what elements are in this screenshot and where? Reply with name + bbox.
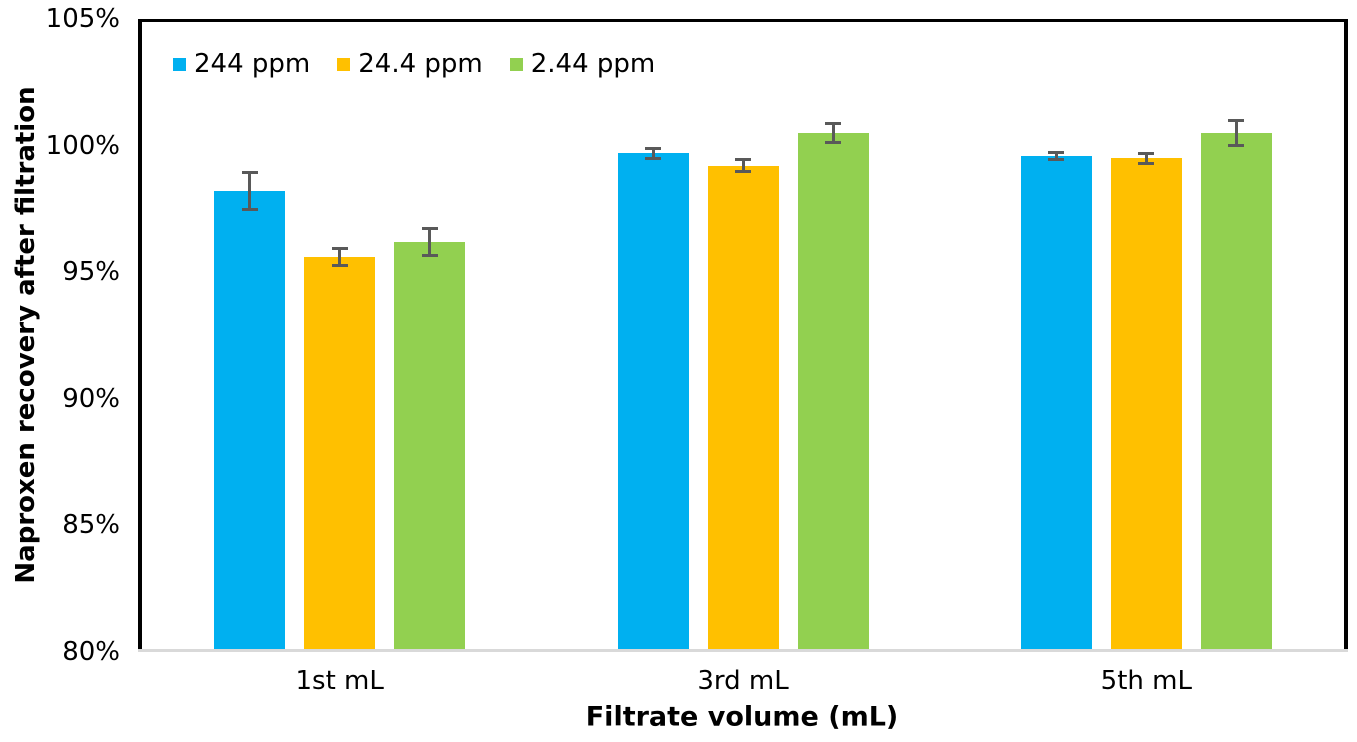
error-bar-cap xyxy=(421,254,438,257)
bar-2.44-ppm-3rd-ml xyxy=(797,132,869,652)
y-axis-tick-label: 85% xyxy=(62,510,120,541)
legend-swatch-icon xyxy=(173,57,186,71)
legend-item: 244 ppm xyxy=(173,49,310,79)
error-bar-cap xyxy=(1048,150,1065,154)
legend: 244 ppm 24.4 ppm 2.44 ppm xyxy=(173,49,655,79)
x-axis-tick-label: 1st mL xyxy=(295,666,384,696)
legend-swatch-icon xyxy=(337,57,351,71)
bar-2.44-ppm-5th-ml xyxy=(1200,132,1272,652)
x-axis-title: Filtrate volume (mL) xyxy=(585,701,899,733)
bar-24.4-ppm-3rd-ml xyxy=(707,165,779,652)
error-bar xyxy=(338,246,342,268)
error-bar-cap xyxy=(331,264,348,268)
y-axis-title: Naproxen recovery after filtration xyxy=(11,86,41,584)
error-bar-cap xyxy=(241,170,258,174)
error-bar xyxy=(428,226,432,257)
plot-border-top xyxy=(138,19,1348,22)
error-bar xyxy=(831,121,835,145)
plot-area xyxy=(138,19,1348,652)
error-bar xyxy=(1234,119,1238,147)
bar-24.4-ppm-1st-ml xyxy=(304,257,376,652)
x-axis-tick-label: 3rd mL xyxy=(697,666,789,696)
y-axis-tick-label: 105% xyxy=(45,4,120,34)
error-bar-cap xyxy=(825,121,841,125)
bar-244-ppm-3rd-ml xyxy=(617,153,689,652)
x-axis-tick-label: 5th mL xyxy=(1100,666,1192,696)
error-bar xyxy=(1054,150,1058,161)
legend-item: 2.44 ppm xyxy=(509,49,656,79)
error-bar-cap xyxy=(645,146,661,150)
error-bar-cap xyxy=(735,158,751,162)
error-bar xyxy=(248,170,252,212)
y-axis-tick-label: 100% xyxy=(45,130,120,161)
error-bar xyxy=(1144,151,1148,165)
error-bar-cap xyxy=(1138,151,1155,155)
error-bar xyxy=(651,146,655,160)
bar-244-ppm-5th-ml xyxy=(1020,155,1092,652)
legend-label: 244 ppm xyxy=(194,49,311,79)
error-bar-cap xyxy=(825,141,841,145)
y-axis-tick-label: 90% xyxy=(62,383,120,414)
y-axis-tick-label: 80% xyxy=(62,637,120,667)
error-bar-cap xyxy=(1228,119,1245,122)
legend-swatch-icon xyxy=(509,57,523,71)
legend-item: 24.4 ppm xyxy=(337,49,483,79)
error-bar-cap xyxy=(241,208,258,212)
legend-label: 2.44 ppm xyxy=(530,49,656,79)
x-axis-line xyxy=(138,649,1348,652)
bar-244-ppm-1st-ml xyxy=(214,191,286,652)
error-bar-cap xyxy=(421,226,438,230)
y-axis-tick-label: 95% xyxy=(62,257,120,288)
error-bar-cap xyxy=(331,246,348,250)
legend-label: 24.4 ppm xyxy=(358,49,483,79)
error-bar-cap xyxy=(1138,161,1155,165)
bar-24.4-ppm-5th-ml xyxy=(1110,158,1182,652)
error-bar xyxy=(741,158,745,174)
error-bar-cap xyxy=(645,156,661,160)
error-bar-cap xyxy=(1228,143,1245,147)
y-axis-line xyxy=(138,19,142,652)
error-bar-cap xyxy=(1048,157,1065,161)
bar-2.44-ppm-1st-ml xyxy=(394,241,466,652)
plot-border-right xyxy=(1344,19,1348,652)
error-bar-cap xyxy=(735,170,751,174)
